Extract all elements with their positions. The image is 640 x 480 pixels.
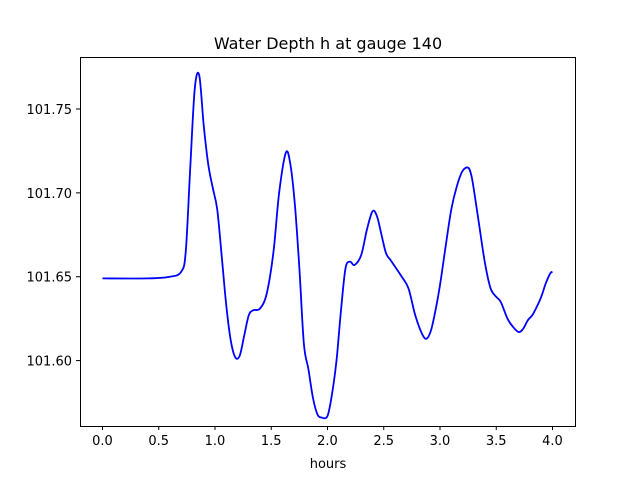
y-tick-label: 101.70 — [27, 187, 73, 202]
series-line — [102, 71, 554, 420]
x-tick-label: 3.5 — [486, 434, 507, 449]
x-tick-label: 0.5 — [148, 434, 169, 449]
chart-title: Water Depth h at gauge 140 — [214, 34, 442, 53]
plot-frame — [80, 57, 576, 427]
x-tick-label: 2.0 — [317, 434, 338, 449]
x-axis: 0.0 0.5 1.0 1.5 2.0 2.5 3.0 3.5 4.0 — [92, 426, 563, 449]
x-tick-label: 2.5 — [373, 434, 394, 449]
y-tick-label: 101.65 — [27, 271, 73, 286]
plot-area — [102, 71, 554, 420]
x-tick-label: 1.5 — [261, 434, 282, 449]
x-tick-label: 1.0 — [205, 434, 226, 449]
x-tick-label: 4.0 — [542, 434, 563, 449]
x-tick-label: 3.0 — [430, 434, 451, 449]
y-tick-label: 101.75 — [27, 103, 73, 118]
x-tick-label: 0.0 — [92, 434, 113, 449]
x-axis-label: hours — [310, 457, 347, 472]
y-axis: 101.60 101.65 101.70 101.75 — [27, 103, 80, 370]
y-tick-label: 101.60 — [27, 355, 73, 370]
